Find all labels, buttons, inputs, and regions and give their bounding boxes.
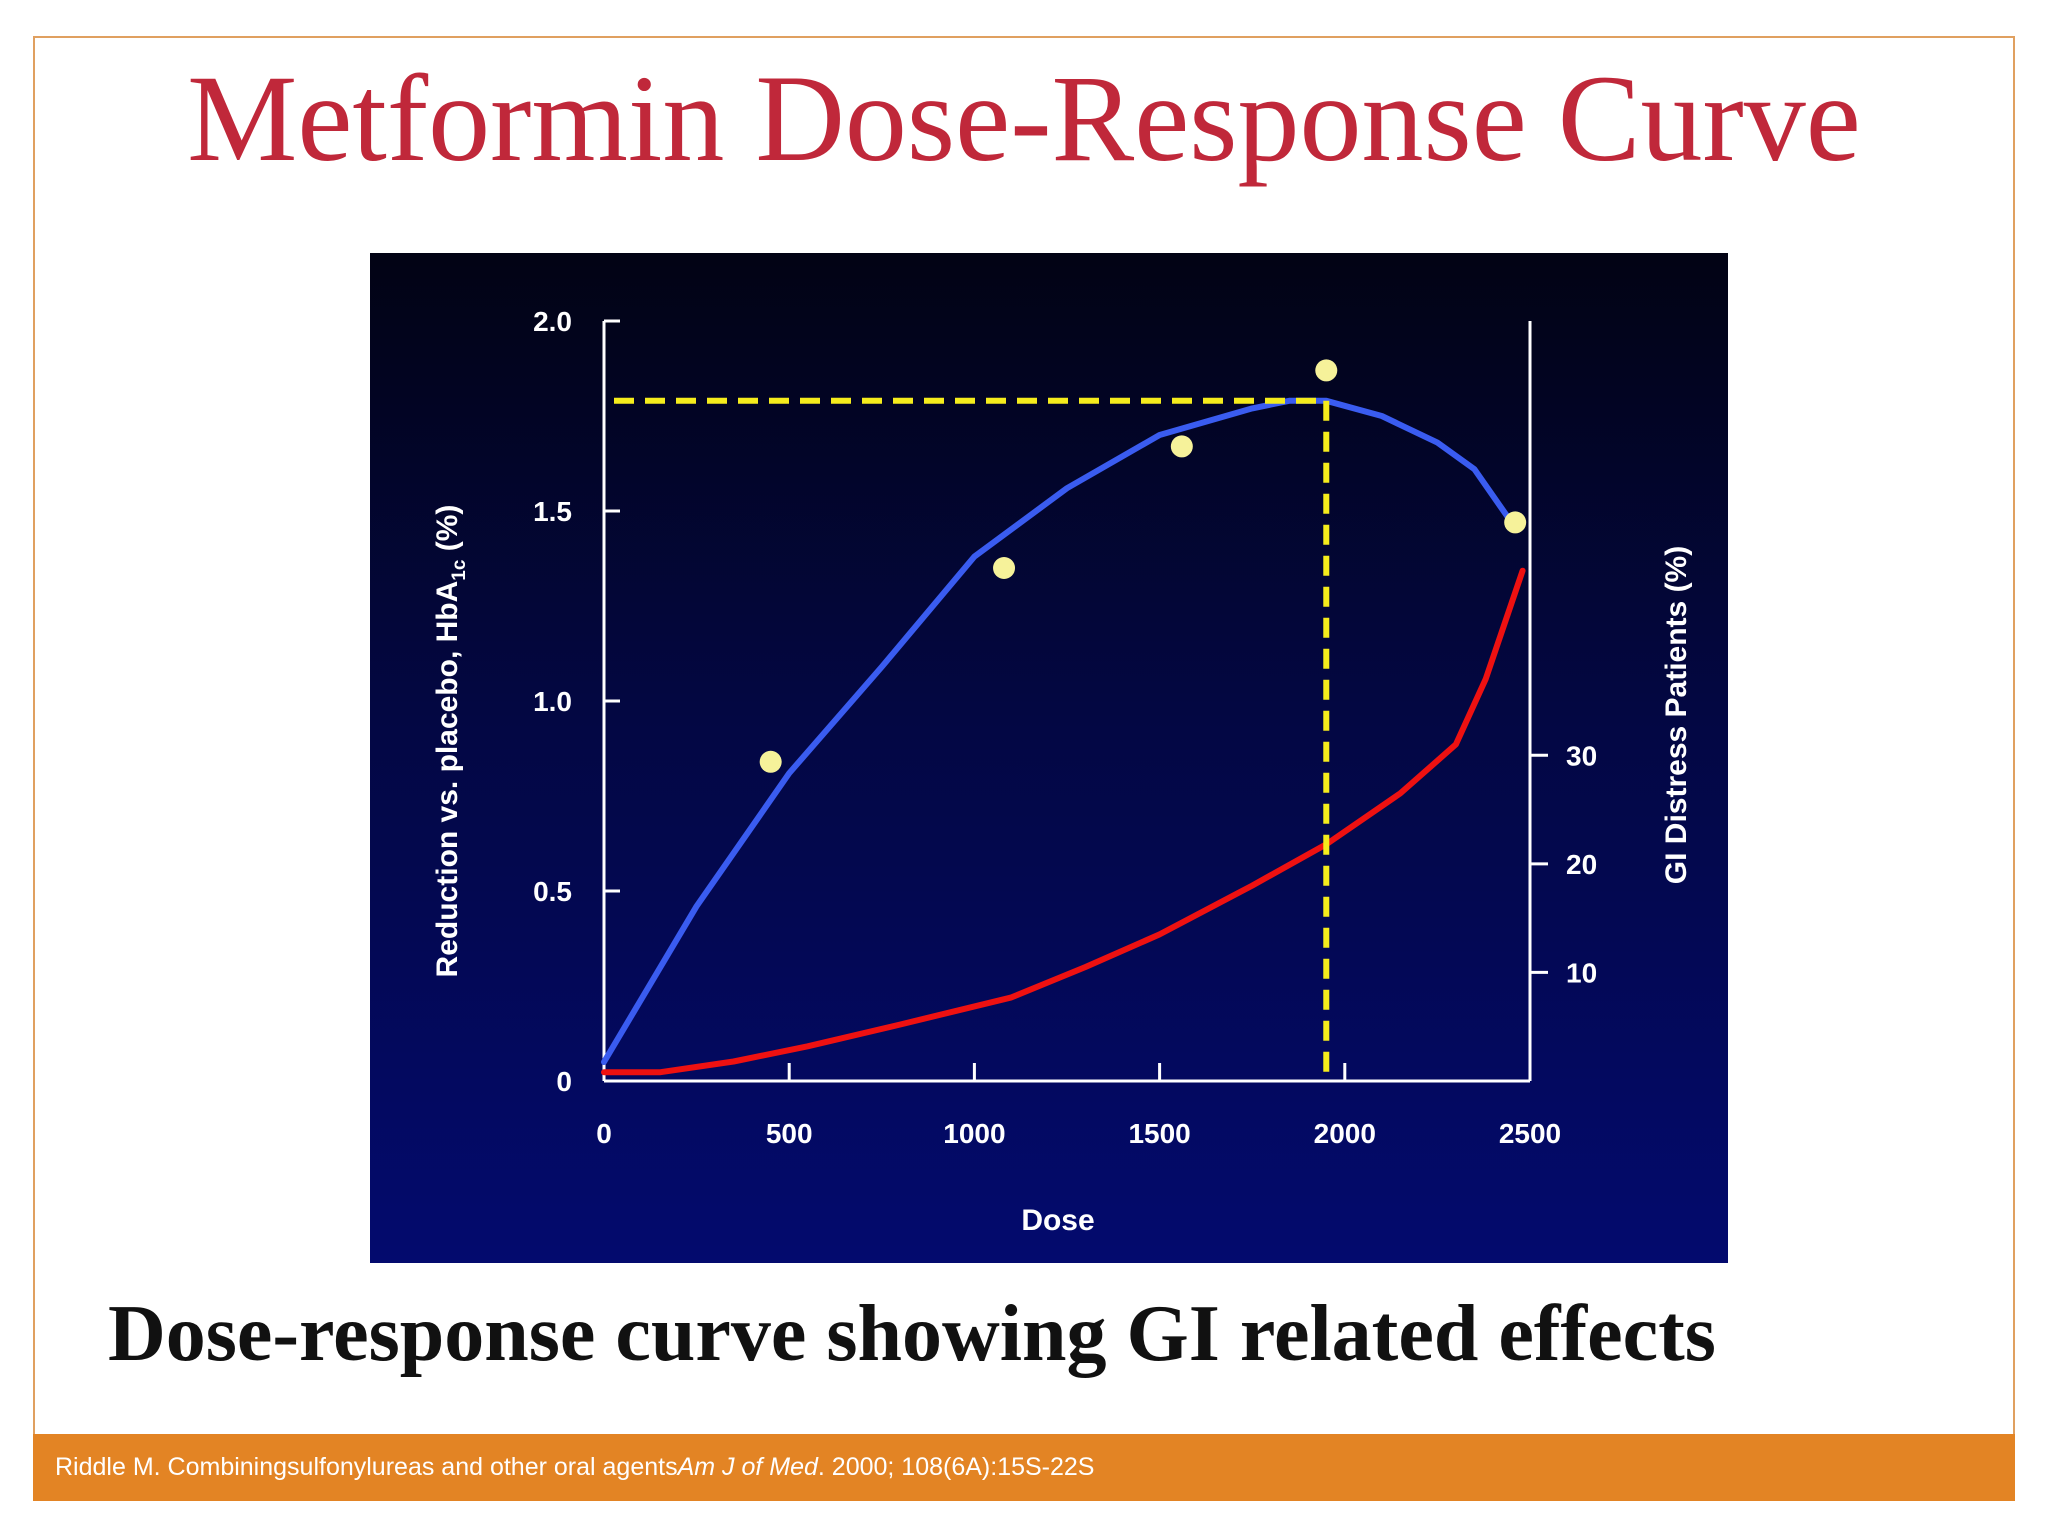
citation-journal: Am J of Med — [677, 1453, 818, 1481]
data-point — [993, 557, 1016, 579]
x-tick-label: 2000 — [1314, 1118, 1376, 1149]
y-tick-label: 1.0 — [533, 686, 572, 717]
y-tick-label: 2.0 — [533, 306, 572, 337]
x-tick-label: 2500 — [1499, 1118, 1561, 1149]
data-point — [759, 750, 782, 773]
data-point — [1170, 435, 1193, 458]
x-tick-label: 1000 — [943, 1118, 1005, 1149]
y-axis-label-main: Reduction vs. placebo, HbA — [431, 581, 464, 978]
dose-response-chart: Reduction vs. placebo, HbA1c (%) GI Dist… — [431, 306, 1693, 1237]
y2-axis-label: GI Distress Patients (%) — [1660, 546, 1693, 884]
data-point — [1504, 511, 1527, 534]
y-axis-label-suffix: (%) — [431, 505, 464, 560]
citation-suffix: . 2000; 108(6A):15S-22S — [817, 1453, 1095, 1481]
slide-frame — [33, 36, 2015, 1501]
gi-distress-line — [601, 567, 1526, 1076]
data-point — [1315, 359, 1338, 382]
citation-prefix: Riddle M. Combiningsulfonylureas and oth… — [55, 1453, 678, 1481]
slide-title: Metformin Dose-Response Curve — [187, 50, 1861, 187]
chart-panel: Reduction vs. placebo, HbA1c (%) GI Dist… — [370, 253, 1728, 1263]
x-axis-label: Dose — [1021, 1204, 1094, 1237]
y-axis-label: Reduction vs. placebo, HbA1c (%) — [431, 505, 470, 978]
y-tick-label: 1.5 — [533, 496, 572, 527]
x-tick-label: 1500 — [1128, 1118, 1190, 1149]
y-axis-label-subscript: 1c — [449, 559, 470, 581]
y2-tick-label: 30 — [1566, 740, 1597, 771]
y-tick-label: 0 — [556, 1066, 572, 1097]
y-tick-label: 0.5 — [533, 876, 572, 907]
y2-tick-label: 20 — [1566, 849, 1597, 880]
x-tick-label: 0 — [596, 1118, 612, 1149]
hba1c-reduction-line — [601, 397, 1515, 1065]
citation: Riddle M. Combiningsulfonylureas and oth… — [55, 1434, 1094, 1501]
y2-tick-label: 10 — [1566, 957, 1597, 988]
footer-bar: Riddle M. Combiningsulfonylureas and oth… — [33, 1434, 2015, 1501]
x-tick-label: 500 — [766, 1118, 813, 1149]
caption: Dose-response curve showing GI related e… — [108, 1290, 1716, 1378]
